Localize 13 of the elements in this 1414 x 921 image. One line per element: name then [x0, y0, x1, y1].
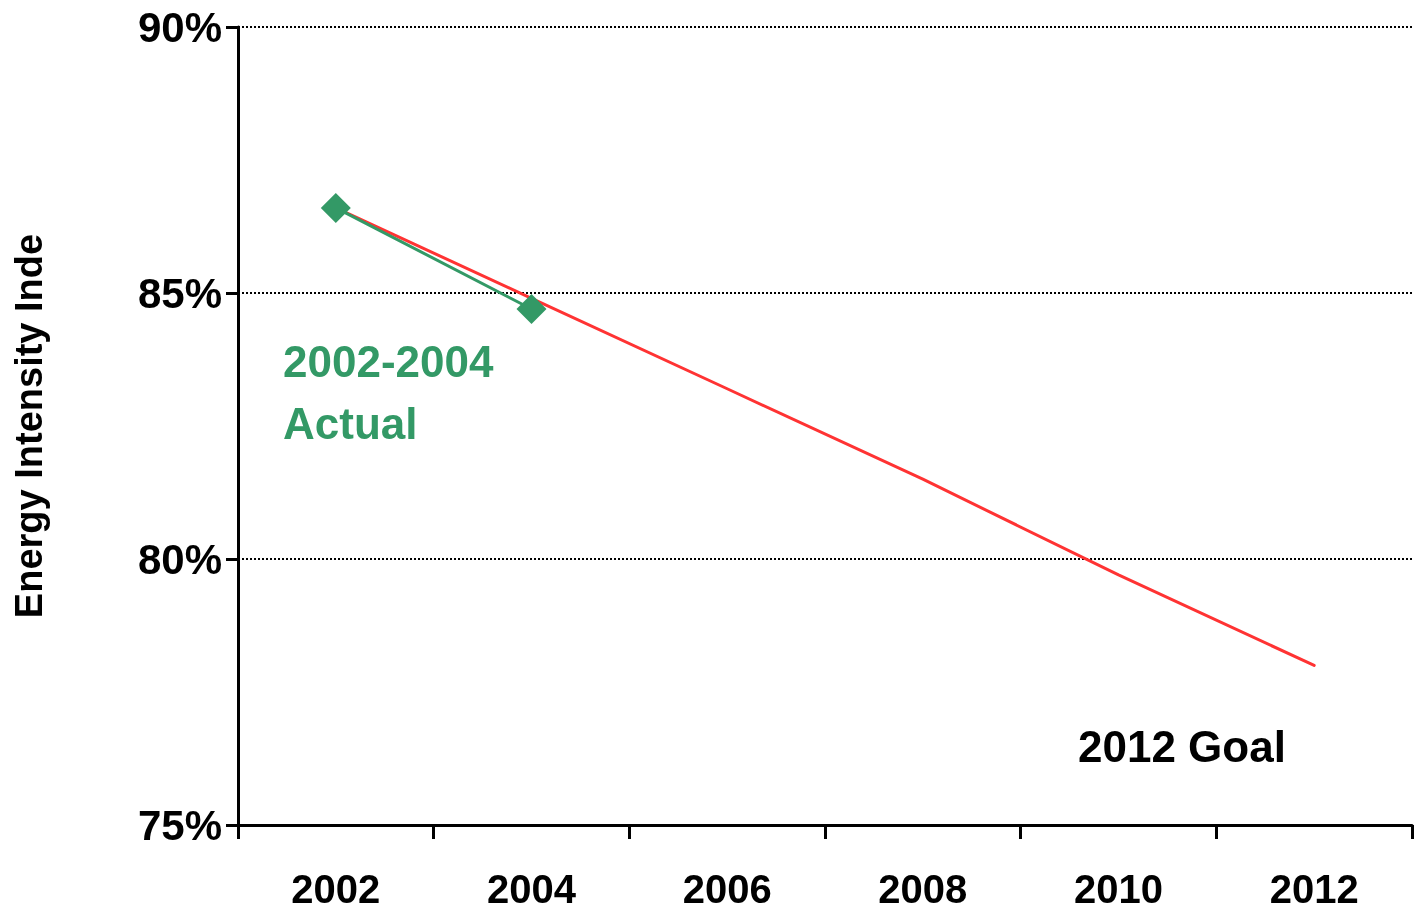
x-tick-label: 2010: [1074, 867, 1163, 911]
series-label: 2002-2004 Actual: [283, 336, 506, 448]
x-tick-label: 2012: [1269, 867, 1359, 911]
x-tick-label: 2008: [878, 867, 968, 911]
y-axis-title: Energy Intensity Inde: [8, 233, 50, 619]
x-tick-label: 2004: [487, 867, 577, 911]
series-label: 2012 Goal: [1078, 721, 1286, 771]
y-tick-label: 75%: [137, 801, 222, 849]
y-tick-label: 90%: [137, 3, 222, 51]
y-tick-label: 80%: [137, 535, 222, 583]
x-tick-label: 2006: [682, 867, 772, 911]
y-tick-label: 85%: [137, 269, 222, 317]
x-tick-label: 2002: [291, 867, 381, 911]
